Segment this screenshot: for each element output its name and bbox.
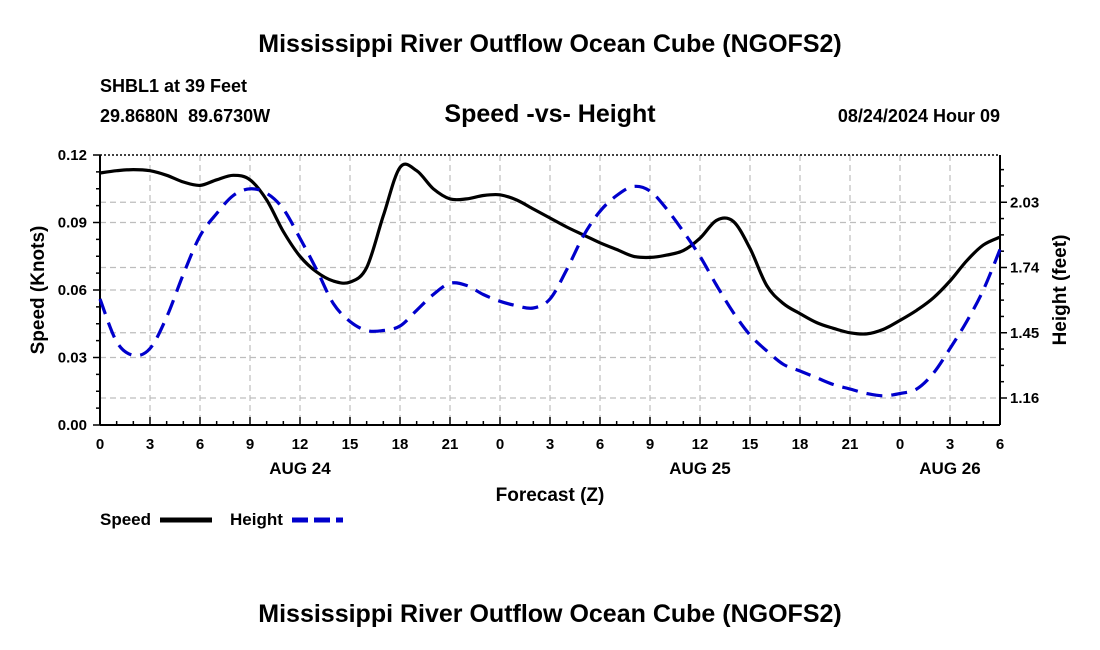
x-tick-label: 6 xyxy=(596,436,604,453)
footer-title: Mississippi River Outflow Ocean Cube (NG… xyxy=(258,600,842,628)
y2-tick-label: 1.16 xyxy=(1010,390,1039,407)
x-tick-label: 6 xyxy=(996,436,1004,453)
y2-tick-label: 1.45 xyxy=(1010,325,1039,342)
station-coordinates: 29.8680N 89.6730W xyxy=(100,106,271,126)
x-date-label: AUG 24 xyxy=(269,459,331,478)
y-tick-label: 0.03 xyxy=(58,350,87,367)
height-series-line xyxy=(98,184,1002,398)
x-tick-label: 21 xyxy=(842,436,859,453)
x-tick-label: 3 xyxy=(146,436,154,453)
x-tick-label: 0 xyxy=(896,436,904,453)
y-tick-label: 0.00 xyxy=(58,417,87,434)
y-axis-title: Speed (Knots) xyxy=(28,226,49,355)
y-tick-label: 0.06 xyxy=(58,282,87,299)
chart-subtitle: Speed -vs- Height xyxy=(444,100,656,128)
x-tick-label: 12 xyxy=(292,436,309,453)
x-tick-label: 18 xyxy=(392,436,409,453)
x-tick-label: 6 xyxy=(196,436,204,453)
y2-tick-label: 1.74 xyxy=(1010,260,1040,277)
x-tick-label: 15 xyxy=(742,436,759,453)
x-tick-label: 18 xyxy=(792,436,809,453)
x-tick-label: 3 xyxy=(946,436,954,453)
x-tick-label: 0 xyxy=(96,436,104,453)
page-title: Mississippi River Outflow Ocean Cube (NG… xyxy=(258,30,842,58)
x-tick-label: 3 xyxy=(546,436,554,453)
x-tick-label: 21 xyxy=(442,436,459,453)
x-tick-label: 0 xyxy=(496,436,504,453)
y-tick-label: 0.12 xyxy=(58,147,87,164)
x-date-label: AUG 26 xyxy=(919,459,980,478)
y2-tick-label: 2.03 xyxy=(1010,194,1039,211)
x-tick-label: 9 xyxy=(246,436,254,453)
y-tick-label: 0.09 xyxy=(58,215,87,232)
y2-axis-title: Height (feet) xyxy=(1050,235,1071,346)
x-axis-title: Forecast (Z) xyxy=(496,485,605,506)
x-date-label: AUG 25 xyxy=(669,459,730,478)
x-tick-label: 12 xyxy=(692,436,709,453)
legend-label-height: Height xyxy=(230,510,283,529)
speed-series-line xyxy=(99,162,1001,336)
station-label: SHBL1 at 39 Feet xyxy=(100,76,248,96)
x-tick-label: 15 xyxy=(342,436,359,453)
forecast-datetime: 08/24/2024 Hour 09 xyxy=(837,106,1000,126)
legend-label-speed: Speed xyxy=(100,510,151,529)
x-tick-label: 9 xyxy=(646,436,654,453)
